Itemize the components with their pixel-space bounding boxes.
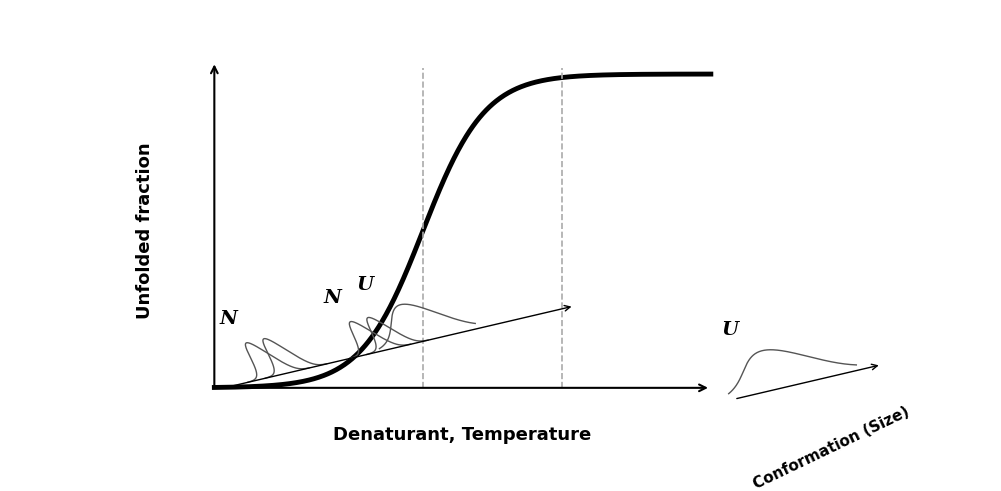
Text: U: U	[356, 276, 373, 294]
Text: Unfolded fraction: Unfolded fraction	[135, 142, 153, 319]
Text: Conformation (Size): Conformation (Size)	[751, 405, 912, 491]
Text: U: U	[721, 322, 738, 339]
Text: N: N	[323, 289, 341, 307]
Text: N: N	[219, 310, 237, 328]
Text: Denaturant, Temperature: Denaturant, Temperature	[333, 426, 592, 444]
